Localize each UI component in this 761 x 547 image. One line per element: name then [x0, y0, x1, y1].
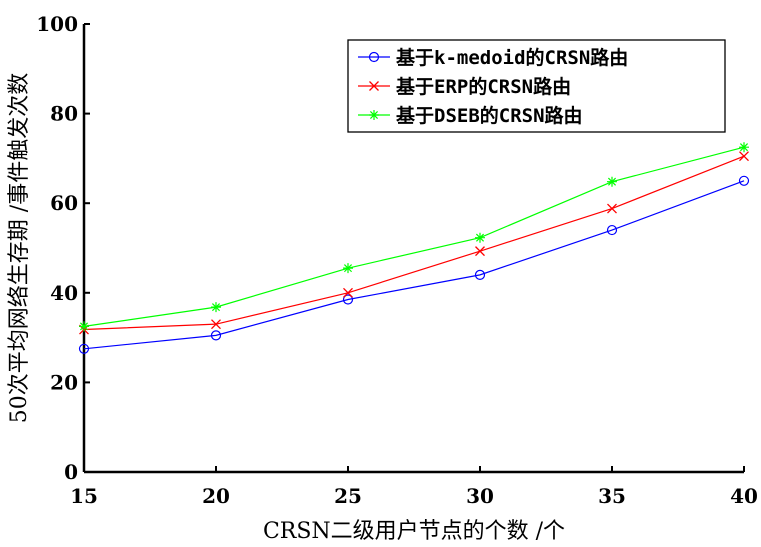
y-tick-label: 60	[50, 191, 78, 215]
data-point	[78, 343, 90, 354]
data-point	[606, 224, 618, 236]
y-tick-label: 0	[64, 460, 78, 484]
series-2	[79, 151, 749, 335]
series-3	[79, 142, 749, 332]
y-tick-label: 80	[50, 102, 78, 126]
data-point	[342, 294, 354, 305]
data-point	[211, 302, 221, 313]
series-layer	[78, 142, 750, 354]
y-axis-label: 50次平均网络生存期 /事件触发次数	[7, 73, 32, 423]
legend-entry: 基于k-medoid的CRSN路由	[395, 46, 628, 69]
data-point	[343, 263, 353, 274]
legend: 基于k-medoid的CRSN路由基于ERP的CRSN路由基于DSEB的CRSN…	[347, 39, 726, 133]
x-tick-label: 35	[598, 484, 626, 508]
data-point	[79, 321, 89, 332]
x-tick-label: 30	[466, 484, 494, 508]
x-tick-label: 20	[202, 484, 230, 508]
data-point	[739, 142, 749, 153]
x-tick-label: 40	[730, 484, 758, 508]
legend-box	[347, 39, 726, 133]
x-axis-label: CRSN二级用户节点的个数 /个	[263, 519, 565, 544]
data-point	[475, 246, 485, 257]
data-point	[739, 151, 749, 162]
data-point	[607, 176, 617, 187]
series-line	[83, 146, 745, 327]
legend-entry: 基于DSEB的CRSN路由	[395, 104, 583, 127]
legend-marker	[368, 51, 380, 63]
data-point	[607, 203, 617, 214]
series-line	[83, 155, 745, 331]
data-point	[211, 319, 221, 330]
x-tick-label: 25	[334, 484, 362, 508]
legend-marker	[369, 110, 379, 120]
legend-marker	[369, 81, 379, 91]
series-1	[78, 175, 750, 354]
data-point	[475, 232, 485, 243]
legend-entry: 基于ERP的CRSN路由	[395, 75, 571, 98]
y-tick-label: 40	[50, 281, 78, 305]
x-tick-label: 15	[70, 484, 98, 508]
y-tick-label: 20	[50, 370, 78, 394]
axes: 15 20 25 30 35 40 0 20 40 60 80 100	[36, 12, 758, 508]
data-point	[474, 269, 486, 280]
series-line	[83, 180, 745, 350]
data-point	[738, 175, 750, 186]
data-point	[343, 287, 353, 298]
data-point	[210, 330, 222, 341]
y-tick-label: 100	[36, 12, 78, 36]
